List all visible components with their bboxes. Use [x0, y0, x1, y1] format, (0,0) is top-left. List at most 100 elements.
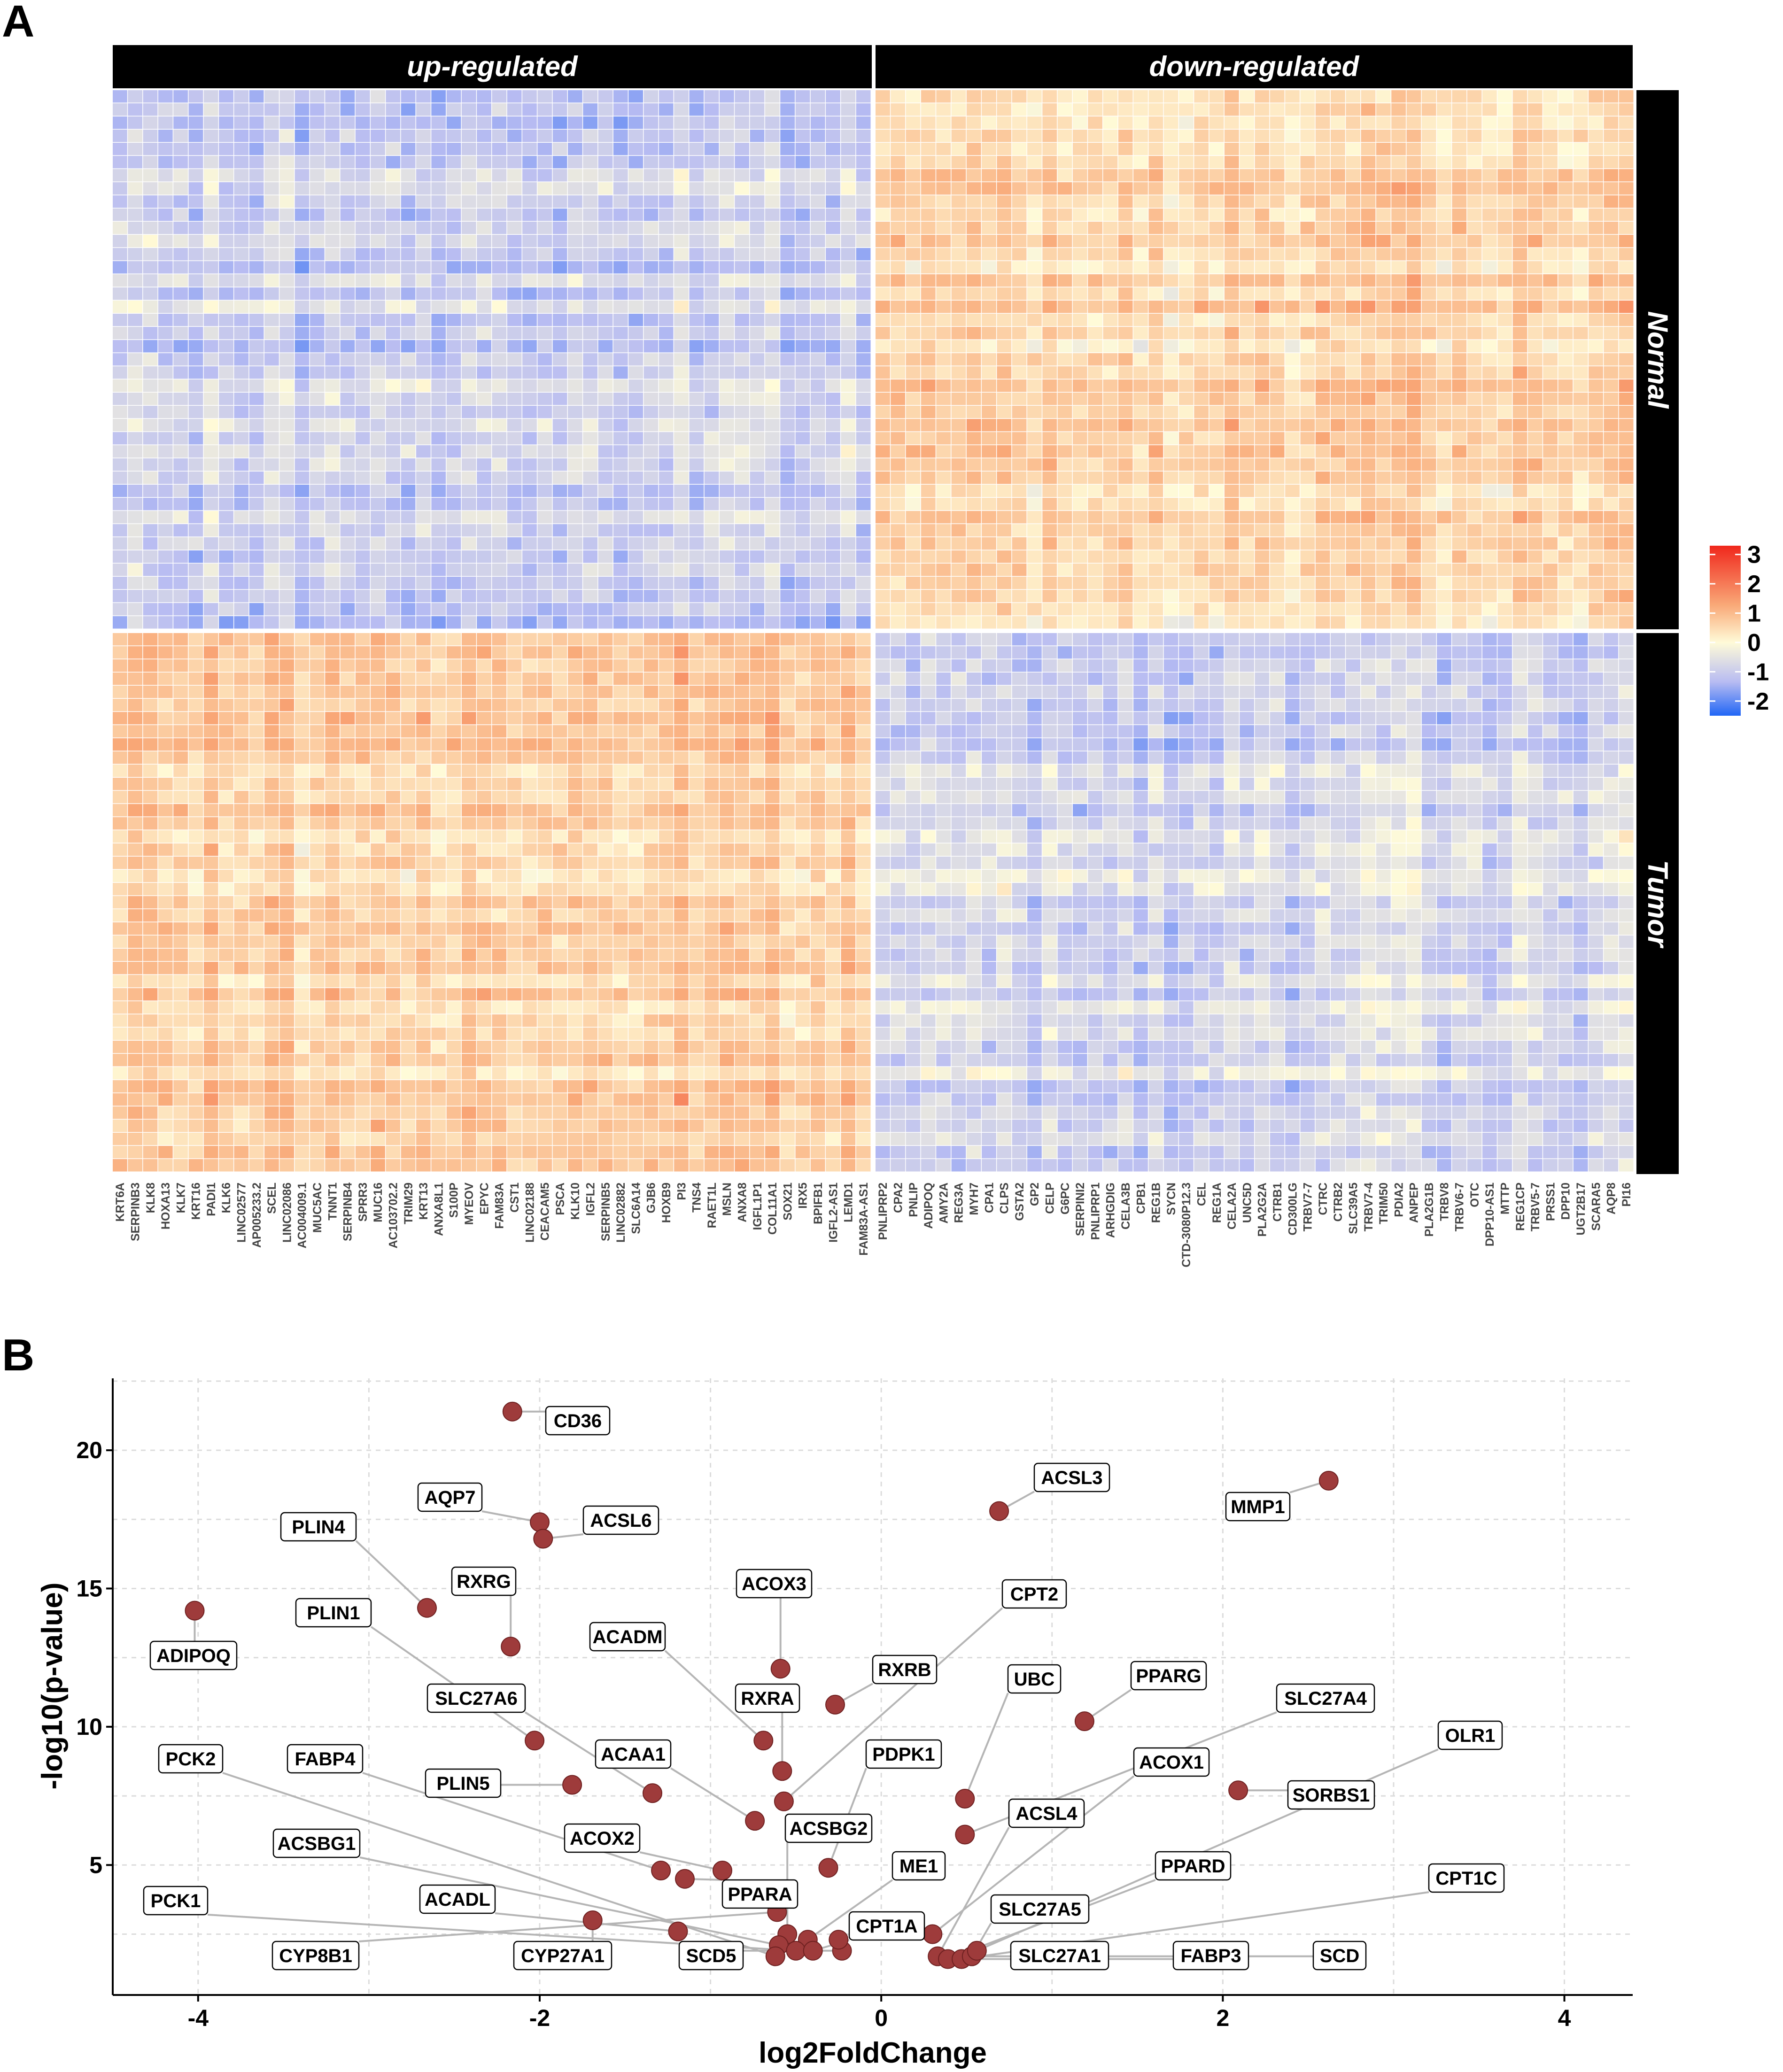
heatmap-cell [416, 209, 431, 221]
heatmap-cell [1391, 143, 1406, 155]
heatmap-cell [1027, 327, 1042, 340]
heatmap-cell [613, 590, 628, 603]
heatmap-cell [310, 235, 325, 247]
heatmap-cell [780, 222, 795, 234]
heatmap-cell [841, 393, 856, 405]
strip-up-label: up-regulated [407, 51, 578, 82]
heatmap-cell [386, 156, 401, 169]
heatmap-cell [1421, 564, 1436, 576]
heatmap-cell [1103, 498, 1118, 510]
heatmap-cell [128, 830, 143, 843]
heatmap-cell [826, 182, 840, 195]
heatmap-cell [1042, 340, 1057, 353]
heatmap-cell [826, 274, 840, 287]
heatmap-cell [416, 314, 431, 326]
heatmap-cell [279, 353, 295, 366]
heatmap-cell [446, 817, 461, 830]
heatmap-cell [492, 738, 507, 751]
heatmap-cell [936, 366, 951, 379]
heatmap-cell [188, 751, 203, 764]
heatmap-cell [1421, 616, 1436, 629]
heatmap-cell [1452, 169, 1467, 182]
heatmap-cell [143, 843, 158, 856]
heatmap-cell [1103, 419, 1118, 432]
heatmap-cell [1042, 406, 1057, 418]
heatmap-cell [1527, 143, 1543, 155]
heatmap-cell [613, 616, 628, 629]
heatmap-cell [1088, 248, 1102, 261]
heatmap-cell [477, 472, 491, 484]
heatmap-cell [891, 222, 906, 234]
heatmap-cell [1209, 235, 1224, 247]
heatmap-cell [1589, 550, 1603, 563]
heatmap-cell [1331, 301, 1345, 313]
heatmap-cell [1194, 550, 1209, 563]
heatmap-cell [1133, 379, 1148, 392]
heatmap-cell [507, 366, 522, 379]
heatmap-cell [921, 616, 936, 629]
heatmap-cell [1619, 419, 1634, 432]
heatmap-cell [1589, 366, 1603, 379]
heatmap-cell [113, 301, 127, 313]
heatmap-cell [1573, 577, 1588, 589]
heatmap-cell [1224, 182, 1239, 195]
heatmap-cell [340, 659, 355, 672]
heatmap-cell [826, 406, 840, 418]
heatmap-cell [340, 90, 355, 103]
heatmap-cell [249, 169, 264, 182]
heatmap-cell [1088, 498, 1102, 510]
heatmap-cell [997, 406, 1012, 418]
heatmap-cell [1133, 590, 1148, 603]
heatmap-cell [507, 791, 522, 804]
heatmap-cell [1270, 156, 1285, 169]
heatmap-cell [386, 287, 401, 300]
heatmap-cell [113, 379, 127, 392]
heatmap-cell [143, 209, 158, 221]
heatmap-cell [750, 261, 765, 274]
heatmap-cell [659, 791, 674, 804]
heatmap-cell [264, 673, 279, 685]
heatmap-cell [856, 182, 871, 195]
heatmap-cell [1482, 537, 1497, 550]
heatmap-cell [1527, 366, 1543, 379]
heatmap-cell [1452, 353, 1467, 366]
heatmap-cell [826, 327, 840, 340]
heatmap-cell [219, 182, 233, 195]
heatmap-cell [1012, 195, 1027, 208]
heatmap-cell [1163, 511, 1178, 524]
heatmap-cell [876, 301, 890, 313]
heatmap-cell [249, 590, 264, 603]
heatmap-cell [598, 419, 613, 432]
heatmap-cell [507, 712, 522, 725]
heatmap-cell [906, 235, 921, 247]
heatmap-cell [249, 830, 264, 843]
heatmap-cell [128, 301, 143, 313]
heatmap-cell [310, 419, 325, 432]
heatmap-cell [386, 182, 401, 195]
heatmap-cell [598, 116, 613, 129]
heatmap-cell [128, 590, 143, 603]
heatmap-cell [1103, 261, 1118, 274]
heatmap-cell [720, 699, 734, 711]
heatmap-cell [1589, 156, 1603, 169]
heatmap-cell [780, 817, 795, 830]
heatmap-cell [477, 725, 491, 738]
heatmap-cell [1042, 616, 1057, 629]
heatmap-cell [1421, 235, 1436, 247]
heatmap-cell [325, 590, 340, 603]
heatmap-cell [340, 287, 355, 300]
heatmap-cell [128, 511, 143, 524]
heatmap-cell [279, 564, 295, 576]
heatmap-cell [1376, 616, 1391, 629]
heatmap-cell [906, 458, 921, 471]
heatmap-cell [355, 725, 370, 738]
heatmap-cell [1255, 222, 1270, 234]
heatmap-cell [219, 103, 233, 116]
heatmap-cell [826, 222, 840, 234]
heatmap-cell [780, 379, 795, 392]
heatmap-cell [795, 659, 810, 672]
heatmap-cell [234, 195, 249, 208]
heatmap-cell [1376, 274, 1391, 287]
heatmap-cell [906, 524, 921, 537]
heatmap-cell [1270, 366, 1285, 379]
